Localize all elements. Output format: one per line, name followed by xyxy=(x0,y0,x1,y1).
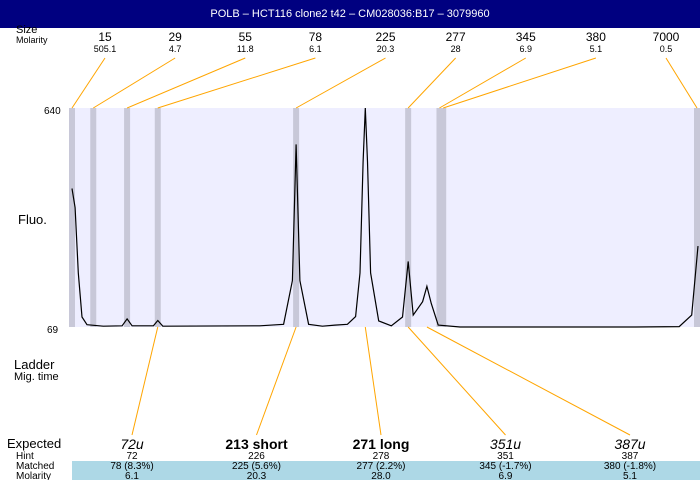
peak-expected-label: 213 short xyxy=(225,436,288,452)
ladder-band xyxy=(293,108,300,327)
ladder-size-label: 380 xyxy=(586,30,606,44)
peak-hint-label: 72 xyxy=(126,451,138,462)
peak-connector xyxy=(364,326,382,436)
ladder-molarity-label: 6.9 xyxy=(519,44,532,54)
fluorescence-trace xyxy=(71,107,699,328)
matched-row-band xyxy=(72,461,700,480)
ladder-size-label: 345 xyxy=(516,30,536,44)
peak-expected-label: 387u xyxy=(614,436,645,452)
ladder-connector xyxy=(443,57,597,109)
row-label-molarity: Molarity xyxy=(16,35,48,45)
peak-expected-label: 351u xyxy=(490,436,521,452)
window-title: POLB – HCT116 clone2 t42 – CM028036:B17 … xyxy=(0,0,700,28)
peak-connector xyxy=(256,326,297,436)
peak-hint-label: 351 xyxy=(497,451,514,462)
peak-molarity-label: 20.3 xyxy=(247,471,267,480)
ladder-size-label: 225 xyxy=(375,30,395,44)
row-label-expected: Expected xyxy=(7,436,61,451)
peak-hint-label: 278 xyxy=(373,451,390,462)
row-label-mig-time: Mig. time xyxy=(14,371,59,383)
ladder-band xyxy=(154,108,161,327)
peak-molarity-label: 28.0 xyxy=(371,471,391,480)
ladder-band xyxy=(90,108,97,327)
plot-area xyxy=(72,108,698,327)
row-label-matched: Matched xyxy=(16,461,54,472)
ladder-size-label: 55 xyxy=(239,30,253,44)
ladder-band xyxy=(405,108,412,327)
peak-molarity-label: 6.9 xyxy=(499,471,513,480)
ladder-molarity-label: 505.1 xyxy=(94,44,117,54)
peak-matched-label: 345 (-1.7%) xyxy=(479,461,531,472)
ladder-size-label: 277 xyxy=(446,30,466,44)
ladder-molarity-label: 6.1 xyxy=(309,44,322,54)
ladder-connector xyxy=(71,57,106,109)
ladder-molarity-label: 20.3 xyxy=(377,44,395,54)
peak-molarity-label: 6.1 xyxy=(125,471,139,480)
ladder-connector xyxy=(93,57,176,109)
ladder-band xyxy=(124,108,131,327)
peak-expected-label: 271 long xyxy=(353,436,410,452)
ladder-connector xyxy=(126,57,246,109)
ladder-molarity-label: 0.5 xyxy=(660,44,673,54)
row-label-hint: Hint xyxy=(16,451,34,462)
ladder-molarity-label: 28 xyxy=(451,44,461,54)
ladder-connector xyxy=(295,57,386,109)
ladder-band xyxy=(436,108,443,327)
peak-connector xyxy=(426,326,631,436)
peak-expected-label: 72u xyxy=(120,436,144,452)
ladder-molarity-label: 4.7 xyxy=(169,44,182,54)
row-label-size: Size xyxy=(16,24,37,36)
row-label-fluo: Fluo. xyxy=(18,212,47,227)
y-tick-label: 640 xyxy=(44,106,61,117)
peak-matched-label: 78 (8.3%) xyxy=(110,461,153,472)
peak-connector xyxy=(407,326,506,436)
ladder-size-label: 29 xyxy=(168,30,182,44)
ladder-band xyxy=(440,108,447,327)
peak-matched-label: 225 (5.6%) xyxy=(232,461,281,472)
ladder-connector xyxy=(407,57,456,109)
ladder-size-label: 15 xyxy=(98,30,112,44)
ladder-band xyxy=(69,108,75,327)
y-tick-label: 69 xyxy=(47,325,59,336)
ladder-molarity-label: 5.1 xyxy=(590,44,603,54)
ladder-connector xyxy=(439,57,527,109)
row-label-molarity-bottom: Molarity xyxy=(16,471,51,480)
peak-matched-label: 277 (2.2%) xyxy=(357,461,406,472)
peak-molarity-label: 5.1 xyxy=(623,471,637,480)
ladder-connector xyxy=(665,57,698,109)
row-label-ladder: Ladder xyxy=(14,357,55,372)
ladder-molarity-label: 11.8 xyxy=(237,44,254,54)
peak-hint-label: 226 xyxy=(248,451,265,462)
peak-connector xyxy=(131,326,159,436)
ladder-size-label: 78 xyxy=(309,30,323,44)
ladder-band xyxy=(694,108,700,327)
peak-matched-label: 380 (-1.8%) xyxy=(604,461,656,472)
ladder-connector xyxy=(157,57,316,109)
ladder-size-label: 7000 xyxy=(653,30,680,44)
peak-hint-label: 387 xyxy=(622,451,639,462)
